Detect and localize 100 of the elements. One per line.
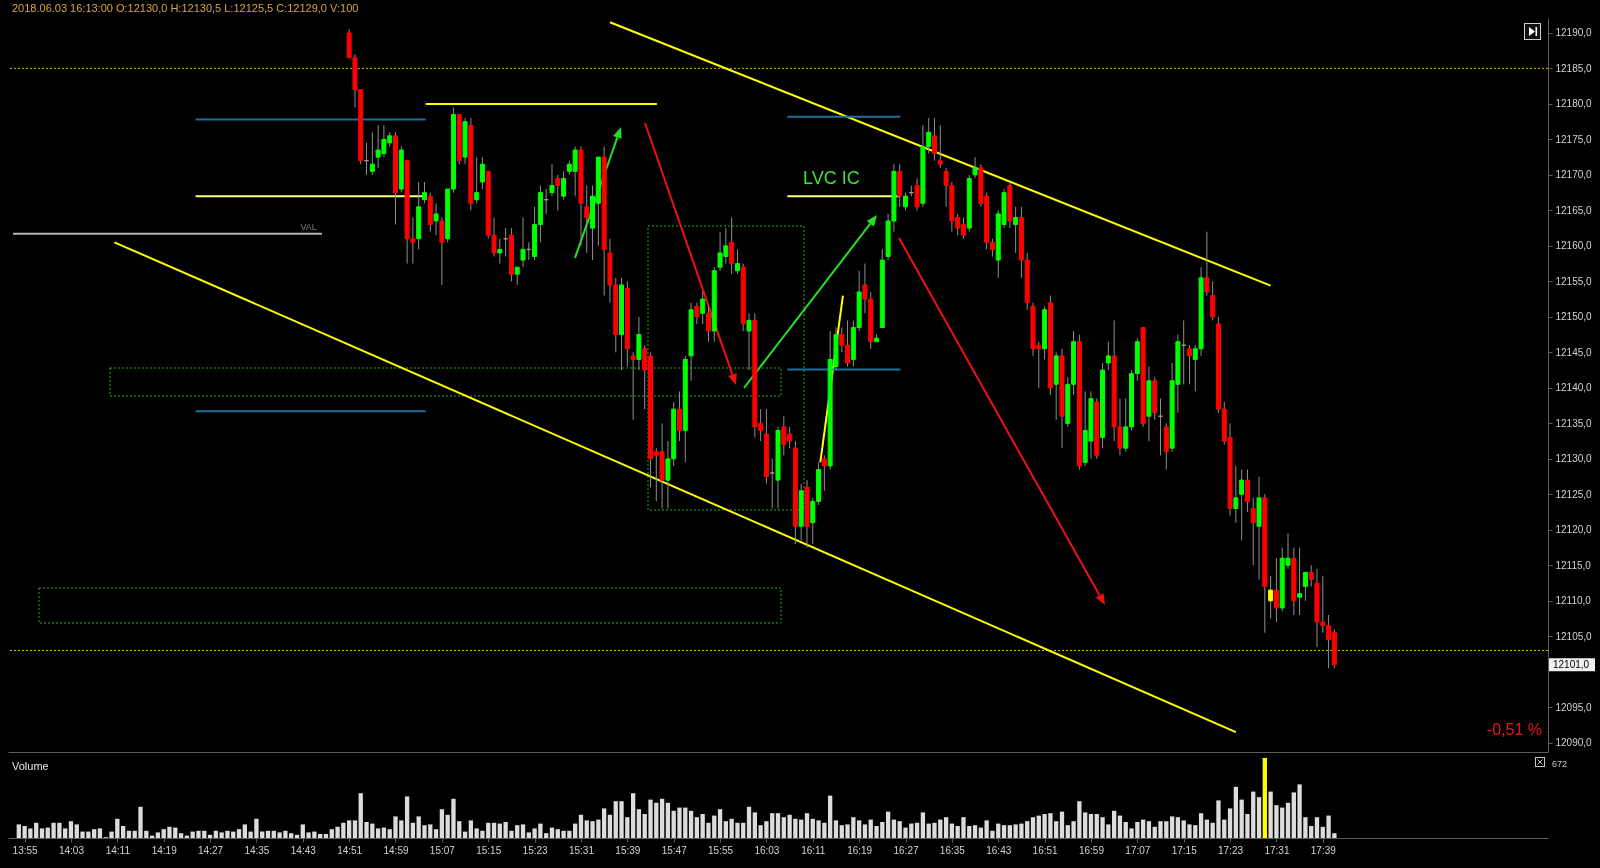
bar xyxy=(236,829,242,838)
bar xyxy=(410,822,416,838)
bar xyxy=(717,809,723,838)
candlestick xyxy=(1013,206,1019,254)
bar xyxy=(1198,813,1204,838)
candlestick xyxy=(479,156,485,190)
y-tick-label: 12140,0 xyxy=(1555,382,1593,394)
x-tick-label: 17:23 xyxy=(1218,844,1244,856)
x-tick-label: 15:39 xyxy=(615,844,641,856)
bar xyxy=(433,829,439,838)
x-tick-label: 17:07 xyxy=(1125,844,1151,856)
candlestick xyxy=(549,163,555,197)
x-tick-label: 16:35 xyxy=(939,844,966,856)
bar xyxy=(347,820,352,838)
y-tick-label: 12165,0 xyxy=(1555,204,1593,216)
bar xyxy=(578,814,584,838)
bar xyxy=(1204,819,1210,838)
x-tick-label: 16:27 xyxy=(893,844,919,856)
candlestick xyxy=(931,117,937,162)
candlestick xyxy=(561,170,567,201)
bar xyxy=(920,812,926,838)
candlestick xyxy=(474,156,480,204)
bar xyxy=(775,813,781,838)
bar xyxy=(746,806,752,838)
candlestick xyxy=(821,454,827,492)
x-tick-label: 15:31 xyxy=(568,844,595,856)
candlestick xyxy=(1239,468,1245,541)
bar xyxy=(468,820,473,838)
candlestick xyxy=(694,302,700,325)
y-tick-label: 12095,0 xyxy=(1555,701,1593,713)
x-tick-label: 15:15 xyxy=(476,844,502,856)
x-tick-label: 17:39 xyxy=(1310,844,1337,856)
candlestick xyxy=(700,291,706,325)
y-tick-label: 12090,0 xyxy=(1555,737,1593,749)
candlestick xyxy=(497,238,503,265)
bar xyxy=(636,809,642,838)
x-tick-label: 17:31 xyxy=(1264,844,1290,856)
bar xyxy=(1175,817,1181,838)
bar xyxy=(688,810,694,838)
x-tick-label: 14:35 xyxy=(244,844,270,856)
candlestick xyxy=(1210,280,1216,321)
bar xyxy=(607,814,613,838)
y-tick-label: 12175,0 xyxy=(1555,133,1593,145)
y-tick-label: 12125,0 xyxy=(1555,488,1593,500)
bar xyxy=(1146,821,1152,838)
bar xyxy=(375,828,381,838)
bar xyxy=(833,820,839,838)
x-tick-label: 13:55 xyxy=(12,844,39,856)
candlestick xyxy=(769,458,775,510)
y-tick-label: 12135,0 xyxy=(1555,417,1593,429)
candlestick xyxy=(1233,465,1239,524)
candlestick xyxy=(1302,571,1308,602)
y-tick-label: 12155,0 xyxy=(1555,275,1593,287)
x-tick-label: 14:51 xyxy=(337,844,363,856)
x-tick-label: 16:11 xyxy=(801,844,826,856)
text: 12101,0 xyxy=(1553,658,1590,670)
x-tick-label: 16:51 xyxy=(1032,844,1059,856)
candlestick xyxy=(1268,575,1274,620)
bar xyxy=(120,826,126,838)
y-tick-label: 12105,0 xyxy=(1555,630,1593,642)
x-tick-label: 14:27 xyxy=(198,844,224,856)
y-tick-label: 12190,0 xyxy=(1555,27,1593,39)
x-tick-label: 17:15 xyxy=(1171,844,1198,856)
bar xyxy=(1117,815,1123,838)
bar xyxy=(97,828,103,838)
y-tick-label: 12145,0 xyxy=(1555,346,1593,358)
candlestick xyxy=(746,312,752,371)
candlestick xyxy=(729,216,735,275)
bar xyxy=(949,823,955,838)
x-tick-label: 15:55 xyxy=(708,844,734,856)
bar xyxy=(520,824,526,838)
bar xyxy=(1314,817,1320,838)
bar xyxy=(804,813,810,838)
candlestick xyxy=(1250,497,1256,566)
x-tick-label: 16:43 xyxy=(986,844,1012,856)
candlestick xyxy=(520,216,526,268)
bar xyxy=(1285,802,1291,838)
x-tick-label: 14:59 xyxy=(383,844,409,856)
candlestick xyxy=(555,174,561,211)
bar xyxy=(352,820,358,838)
bar xyxy=(404,796,410,838)
y-tick-label: 12185,0 xyxy=(1555,62,1593,74)
candlestick xyxy=(433,202,439,236)
bar xyxy=(265,830,271,838)
candlestick xyxy=(734,248,740,275)
bar xyxy=(943,817,949,838)
bar xyxy=(885,811,891,838)
bar xyxy=(665,802,671,838)
bar xyxy=(178,833,184,838)
x-tick-label: 16:19 xyxy=(847,844,873,856)
y-tick-label: 12160,0 xyxy=(1555,240,1593,252)
bar xyxy=(914,822,920,838)
bar xyxy=(39,828,45,838)
candlestick xyxy=(1204,231,1210,297)
candlestick xyxy=(705,305,711,343)
bar xyxy=(1256,797,1262,838)
x-tick-label: 16:03 xyxy=(754,844,780,856)
y-tick-label: 12120,0 xyxy=(1555,524,1593,536)
bar xyxy=(694,817,700,838)
text: 672 xyxy=(1552,759,1568,769)
